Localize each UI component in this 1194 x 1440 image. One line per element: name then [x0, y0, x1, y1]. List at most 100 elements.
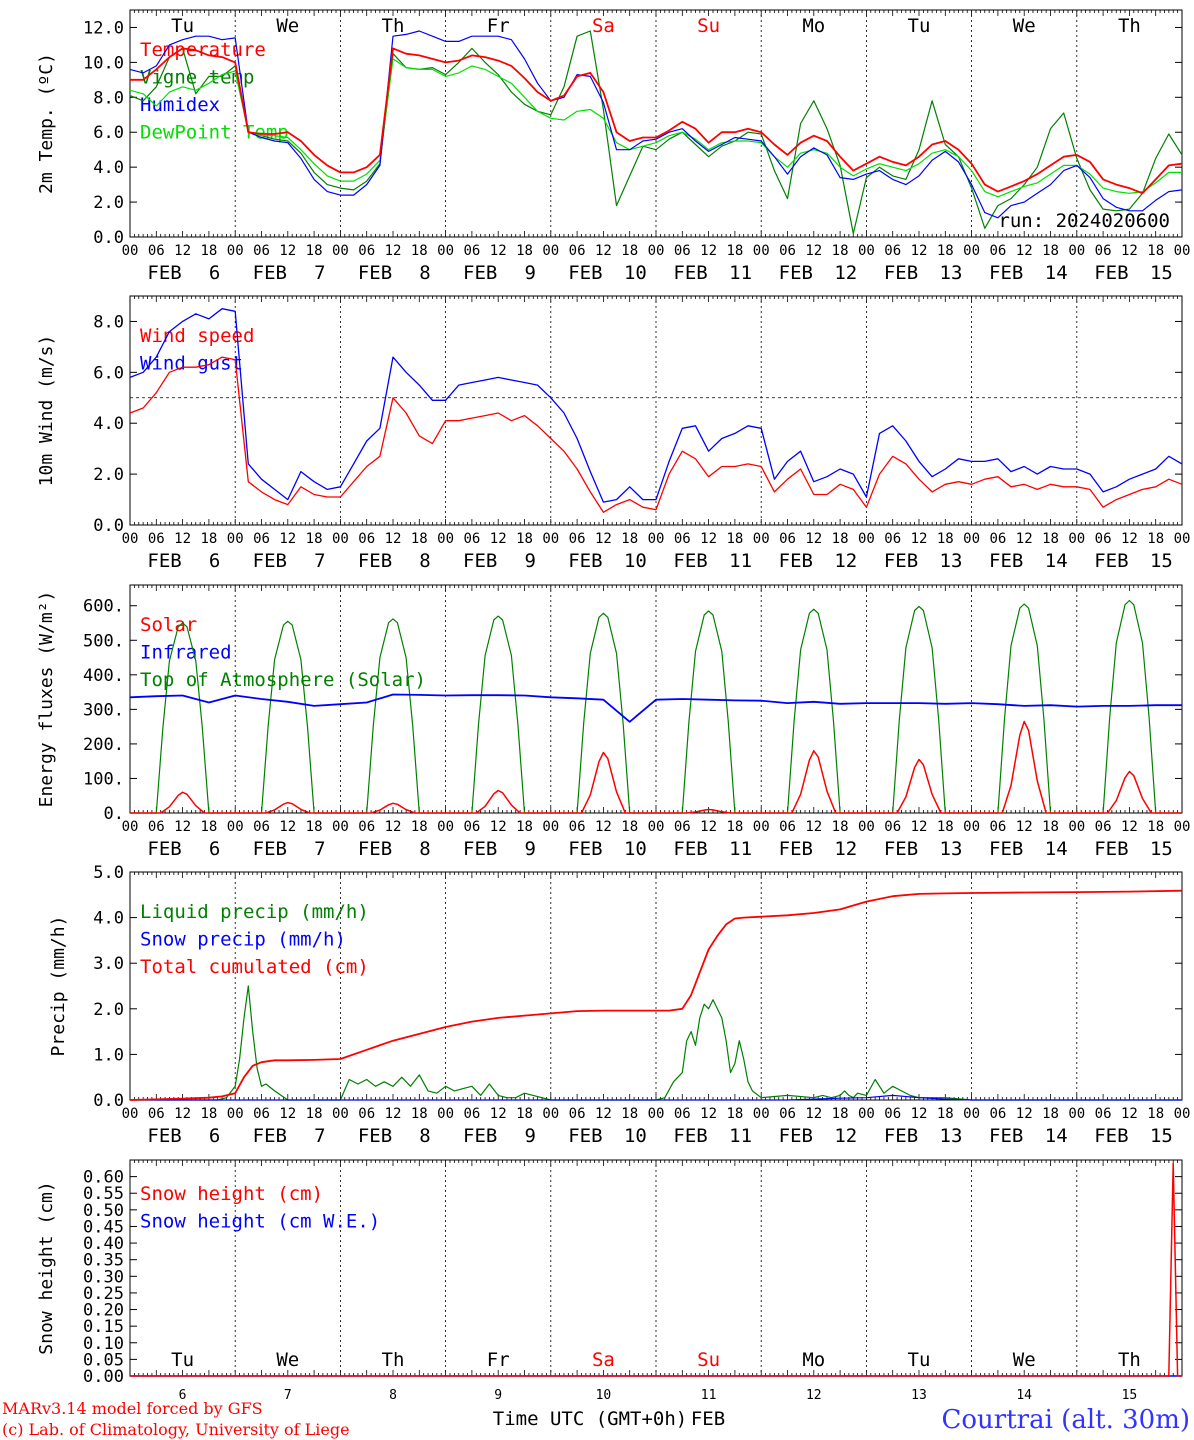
y-tick-label: 8.0: [93, 88, 124, 108]
hour-tick-label: 12: [1121, 531, 1138, 547]
hour-tick-label: 00: [542, 1106, 559, 1122]
hour-tick-label: 12: [911, 1106, 928, 1122]
hour-tick-label: 00: [1068, 531, 1085, 547]
hour-tick-label: 00: [332, 1106, 349, 1122]
y-tick-label: 300.: [83, 700, 124, 720]
y-tick-label: 2.0: [93, 193, 124, 213]
hour-tick-label: 00: [963, 819, 980, 835]
day-number-label: 13: [940, 838, 963, 860]
hour-tick-label: 18: [937, 1106, 954, 1122]
y-tick-label: 8.0: [93, 312, 124, 332]
hour-tick-label: 18: [621, 531, 638, 547]
hour-tick-label: 00: [227, 531, 244, 547]
hour-tick-label: 06: [463, 819, 480, 835]
hour-tick-label: 18: [411, 819, 428, 835]
hour-tick-label: 06: [148, 1106, 165, 1122]
day-name-label: Th: [1118, 1349, 1141, 1371]
hour-tick-label: 12: [700, 1106, 717, 1122]
hour-tick-label: 06: [569, 1106, 586, 1122]
hour-tick-label: 12: [911, 819, 928, 835]
hour-tick-label: 18: [726, 531, 743, 547]
month-label: FEB: [147, 262, 181, 284]
hour-tick-label: 18: [306, 531, 323, 547]
hour-tick-label: 18: [411, 243, 428, 259]
month-label: FEB: [691, 1408, 725, 1430]
legend-entry: DewPoint Temp: [140, 122, 289, 144]
hour-tick-label: 00: [227, 1106, 244, 1122]
month-label: FEB: [884, 550, 918, 572]
hour-tick-label: 12: [1016, 243, 1033, 259]
hour-tick-label: 12: [700, 243, 717, 259]
hour-tick-label: 18: [832, 819, 849, 835]
y-tick-label: 4.0: [93, 909, 124, 929]
hour-tick-label: 12: [279, 1106, 296, 1122]
month-label: FEB: [253, 262, 287, 284]
y-tick-label: 200.: [83, 735, 124, 755]
hour-tick-label: 18: [937, 819, 954, 835]
day-name-label: Th: [382, 15, 405, 37]
month-label: FEB: [568, 1125, 602, 1147]
hour-tick-label: 12: [490, 819, 507, 835]
hour-tick-label: 00: [858, 819, 875, 835]
month-label: FEB: [568, 550, 602, 572]
month-label: FEB: [884, 262, 918, 284]
day-name-label: Fr: [487, 1349, 510, 1371]
hour-tick-label: 18: [306, 819, 323, 835]
hour-tick-label: 12: [911, 243, 928, 259]
hour-tick-label: 06: [884, 531, 901, 547]
day-number-label: 14: [1045, 262, 1068, 284]
month-label: FEB: [253, 1125, 287, 1147]
day-number-label: 6: [209, 1125, 220, 1147]
hour-tick-label: 18: [516, 243, 533, 259]
credit-line: MARv3.14 model forced by GFS: [2, 1399, 263, 1418]
day-number-label: 15: [1122, 1388, 1138, 1403]
series-line-dewpoint-temp: [129, 58, 1182, 198]
day-number-label: 14: [1016, 1388, 1032, 1403]
hour-tick-label: 06: [463, 243, 480, 259]
day-number-label: 15: [1150, 550, 1173, 572]
panel-frame-wind: [129, 295, 1183, 526]
hour-tick-label: 06: [253, 1106, 270, 1122]
credit-line: (c) Lab. of Climatology, University of L…: [2, 1420, 350, 1439]
day-number-label: 8: [419, 1125, 430, 1147]
series-line-solar: [130, 720, 1182, 814]
day-number-label: 6: [179, 1388, 187, 1403]
hour-tick-label: 18: [726, 243, 743, 259]
hour-tick-label: 00: [332, 531, 349, 547]
hour-tick-label: 00: [1174, 819, 1191, 835]
hour-tick-label: 00: [122, 1106, 139, 1122]
series-line-wind-gust: [129, 308, 1183, 503]
hour-tick-label: 12: [174, 819, 191, 835]
y-tick-label: 1.0: [93, 1045, 124, 1065]
hour-tick-label: 12: [385, 531, 402, 547]
day-number-label: 12: [834, 550, 857, 572]
hour-tick-label: 06: [148, 531, 165, 547]
legend-entry: Total cumulated (cm): [140, 956, 369, 978]
hour-tick-label: 00: [332, 819, 349, 835]
month-label: FEB: [989, 262, 1023, 284]
y-tick-label: 500.: [83, 631, 124, 651]
hour-tick-label: 12: [1016, 531, 1033, 547]
hour-tick-label: 12: [385, 243, 402, 259]
legend-entry: Solar: [140, 614, 197, 636]
y-tick-label: 5.0: [93, 863, 124, 883]
hour-tick-label: 00: [227, 819, 244, 835]
y-tick-label: 4.0: [93, 414, 124, 434]
hour-tick-label: 18: [726, 819, 743, 835]
hour-tick-label: 18: [1042, 1106, 1059, 1122]
legend-entry: Wind gust: [140, 353, 243, 375]
month-label: FEB: [463, 262, 497, 284]
day-number-label: 11: [701, 1388, 717, 1403]
hour-tick-label: 06: [358, 531, 375, 547]
day-number-label: 8: [419, 550, 430, 572]
hour-tick-label: 12: [805, 243, 822, 259]
month-label: FEB: [358, 838, 392, 860]
hour-tick-label: 06: [1095, 243, 1112, 259]
hour-tick-label: 06: [884, 243, 901, 259]
hour-tick-label: 18: [200, 819, 217, 835]
day-number-label: 7: [314, 262, 325, 284]
hour-tick-label: 06: [1095, 819, 1112, 835]
hour-tick-label: 18: [832, 531, 849, 547]
day-name-label: Tu: [908, 15, 931, 37]
day-number-label: 10: [624, 262, 647, 284]
